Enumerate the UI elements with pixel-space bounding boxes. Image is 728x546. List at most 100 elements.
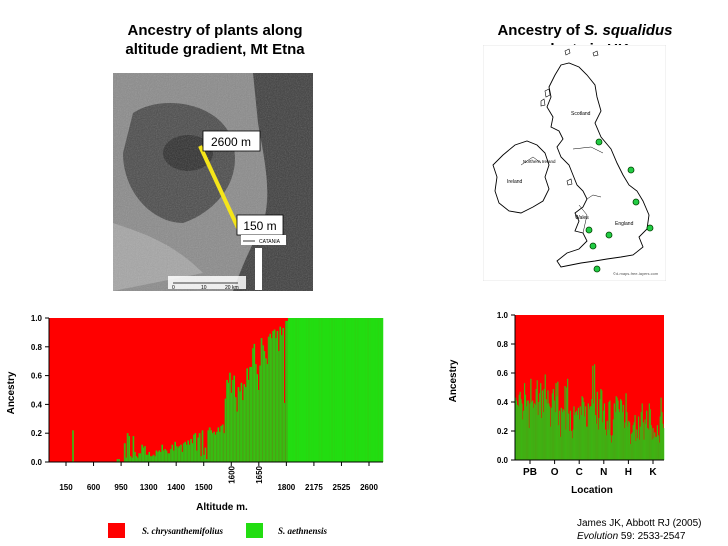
bar-shade	[604, 429, 606, 460]
ancestry-bar	[380, 318, 382, 462]
bar-shade	[629, 444, 631, 460]
ancestry-bar	[564, 386, 566, 460]
x-tick-label: O	[551, 467, 559, 478]
bar-shade	[282, 328, 284, 462]
ancestry-bar	[141, 444, 143, 462]
x-tick-label: 1300	[140, 483, 158, 492]
bar-shade	[580, 415, 582, 460]
ancestry-bar	[365, 318, 368, 462]
scale-label-10: 10	[201, 285, 207, 291]
left-title: Ancestry of plants along altitude gradie…	[100, 21, 330, 59]
ancestry-bar	[226, 379, 228, 462]
bar-shade	[582, 397, 583, 460]
bar-shade	[570, 431, 572, 460]
ancestry-bar	[626, 412, 628, 460]
ancestry-bar	[204, 447, 207, 462]
ancestry-bar	[558, 425, 560, 460]
bar-shade	[643, 439, 644, 460]
ancestry-bar	[181, 451, 184, 462]
bar-shade	[527, 400, 529, 460]
ancestry-bar	[131, 457, 133, 462]
sampling-site	[632, 198, 640, 206]
ancestry-bar	[646, 410, 648, 460]
y-tick-label: 1.0	[31, 314, 43, 323]
ancestry-bar	[203, 454, 205, 462]
left-y-axis-label: Ancestry	[6, 371, 17, 414]
bar-shade	[653, 438, 654, 460]
bar-shade	[230, 392, 232, 462]
bar-shade	[556, 396, 557, 460]
ancestry-bar	[152, 454, 155, 462]
right-title-prefix: Ancestry of	[497, 22, 585, 39]
bar-shade	[622, 404, 624, 460]
ancestry-bar	[645, 423, 647, 460]
bar-shade	[592, 365, 593, 460]
ancestry-bar	[621, 412, 623, 460]
etna-label-2600m: 2600 m	[211, 135, 251, 149]
ancestry-bar	[586, 426, 588, 460]
legend: S. chrysanthemifolius S. aethnensis	[108, 523, 348, 539]
y-tick-label: 0.2	[31, 429, 43, 438]
ancestry-bar	[588, 409, 590, 460]
bar-shade	[579, 406, 581, 460]
ancestry-bar	[532, 407, 535, 460]
ancestry-bar	[156, 451, 159, 462]
ancestry-bar	[194, 433, 197, 462]
bar-shade	[273, 329, 275, 462]
ancestry-bar	[624, 422, 626, 460]
ancestry-bar	[306, 318, 309, 462]
ancestry-bar	[155, 450, 158, 462]
citation-ref: 59: 2533-2547	[618, 531, 686, 542]
scale-label-0: 0	[172, 285, 175, 291]
bar-shade	[276, 330, 278, 462]
bar-shade	[646, 428, 648, 460]
ancestry-bar	[546, 403, 548, 460]
bar-shade	[267, 336, 269, 462]
ancestry-bar	[523, 383, 526, 460]
ancestry-bar	[275, 338, 277, 462]
ancestry-bar	[556, 396, 558, 460]
bar-shade	[256, 374, 258, 462]
x-tick-label: C	[576, 467, 583, 478]
bar-shade	[250, 366, 252, 462]
bar-shade	[656, 425, 658, 460]
ancestry-bar	[138, 453, 140, 462]
bar-shade	[523, 410, 524, 460]
ancestry-bar	[198, 433, 201, 462]
bar-shade	[618, 409, 619, 460]
ancestry-bar	[302, 318, 305, 462]
bar-shade	[573, 406, 574, 460]
bar-shade	[558, 425, 559, 460]
ancestry-bar	[580, 415, 582, 460]
bar-shade	[285, 320, 286, 462]
bar-shade	[522, 419, 523, 460]
ancestry-bar	[233, 375, 235, 462]
bar-shade	[577, 407, 579, 460]
ancestry-bar	[541, 390, 544, 460]
bar-shade	[151, 456, 153, 462]
ancestry-bar	[329, 318, 332, 462]
bar-shade	[269, 333, 271, 462]
y-tick-label: 0.4	[31, 400, 43, 409]
bar-shade	[583, 402, 584, 460]
ancestry-bar	[526, 400, 528, 460]
ancestry-bar	[139, 453, 142, 462]
bar-shade	[168, 453, 170, 462]
ancestry-bar	[633, 422, 635, 460]
ancestry-bar	[289, 318, 292, 462]
right-y-axis-label: Ancestry	[448, 359, 459, 402]
bar-shade	[142, 447, 144, 462]
bar-shade	[198, 433, 200, 462]
bar-shade	[226, 379, 227, 462]
ancestry-bar	[628, 420, 630, 460]
bar-shade	[257, 390, 259, 462]
ancestry-bar	[534, 404, 536, 460]
ancestry-bar	[568, 431, 571, 460]
ancestry-bar	[328, 318, 330, 462]
ancestry-bar	[342, 318, 345, 462]
bar-shade	[589, 406, 591, 460]
ancestry-bar	[171, 444, 174, 462]
ancestry-bar	[618, 409, 620, 460]
ancestry-bar	[244, 387, 247, 462]
ancestry-bar	[169, 449, 172, 462]
